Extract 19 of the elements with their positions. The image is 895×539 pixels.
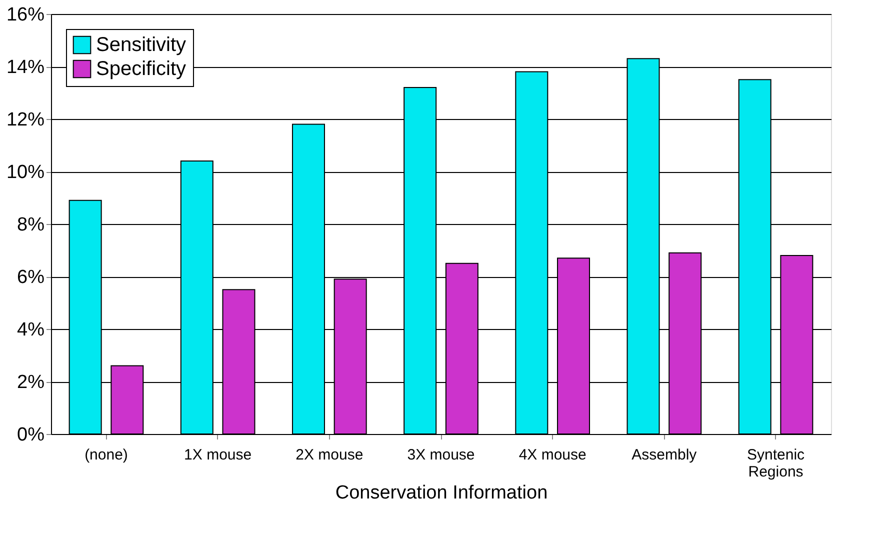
y-tick-label: 8% [17,214,45,236]
x-tick-label: 3X mouse [407,446,475,464]
y-tick-label: 10% [6,162,45,183]
x-tick-label: Assembly [632,446,698,464]
y-tick-label: 4% [17,320,45,340]
y-tick-label: 12% [6,110,45,130]
x-tick-label: 1X mouse [184,446,252,464]
x-tick-label: 2X mouse [296,446,364,464]
x-tick-label: Syntenic Regions [746,446,806,480]
x-axis-title: Conservation Information [335,482,548,504]
legend-label: Sensitivity [96,34,186,56]
y-tick-label: 6% [17,267,45,288]
y-tick-label: 2% [17,372,45,393]
y-tick-label: 0% [17,424,45,446]
y-tick-label: 16% [6,4,45,26]
y-tick-label: 14% [6,57,45,78]
x-tick-label: (none) [84,446,128,464]
x-tick-label: 4X mouse [518,446,586,464]
legend-label: Specificity [96,58,186,80]
